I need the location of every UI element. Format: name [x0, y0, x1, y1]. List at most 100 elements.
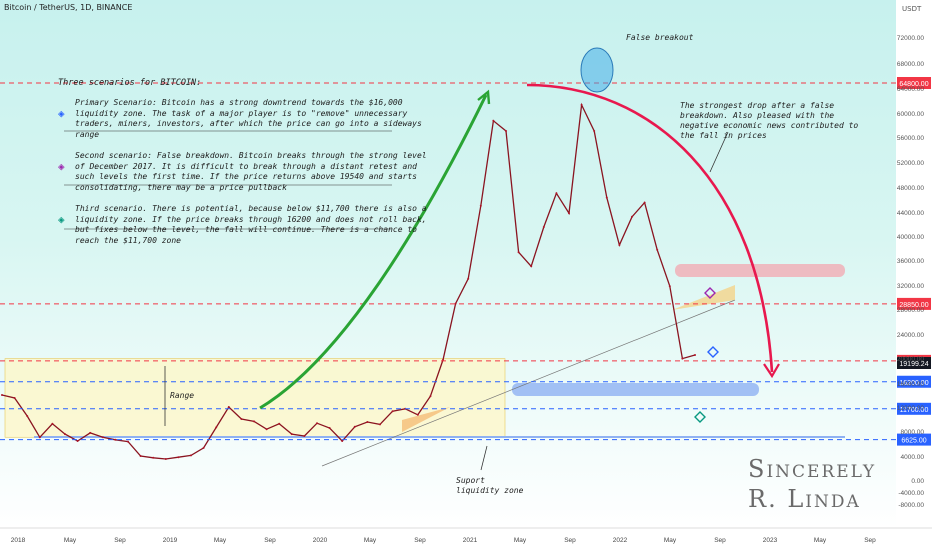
drop-note-pointer	[709, 131, 729, 173]
price-point	[379, 423, 381, 426]
price-series-line	[1, 102, 696, 460]
price-point	[454, 302, 457, 305]
price-point	[555, 192, 558, 195]
x-tick-label: May	[814, 537, 827, 544]
price-point	[1, 394, 3, 396]
y-tick-label: -4000.00	[898, 490, 924, 497]
price-point	[492, 119, 495, 122]
price-point	[227, 406, 230, 408]
x-tick-label: 2022	[613, 537, 628, 544]
y-tick-label: -8000.00	[898, 502, 924, 509]
y-tick-label: 20000.00	[897, 356, 924, 363]
range-note: Range	[170, 391, 195, 400]
price-point	[303, 435, 306, 437]
y-tick-label: 72000.00	[897, 35, 924, 42]
scenario-second: ◈ Second scenario: False breakdown. Bitc…	[58, 151, 438, 193]
x-tick-label: 2019	[163, 537, 178, 544]
price-point	[605, 196, 608, 199]
rising-trendline	[321, 299, 736, 467]
x-tick-label: 2018	[11, 537, 26, 544]
drop-arrow	[526, 83, 774, 373]
price-point	[89, 431, 92, 434]
false-breakout-circle	[580, 47, 614, 93]
price-point	[479, 204, 482, 207]
level-price-label: 64800.00	[899, 81, 928, 88]
y-tick-label: 48000.00	[897, 185, 924, 192]
uptrend-arrow-head	[477, 89, 491, 105]
price-point	[265, 428, 268, 431]
price-point	[631, 215, 633, 218]
price-point	[517, 251, 520, 254]
level-price-label: 16200.00	[899, 380, 928, 387]
x-tick-label: 2020	[313, 537, 328, 544]
price-point	[530, 265, 533, 268]
price-point	[542, 226, 545, 228]
y-tick-label: 36000.00	[897, 258, 924, 265]
price-point	[568, 212, 570, 215]
price-point	[593, 130, 596, 132]
price-point	[341, 440, 344, 442]
price-point	[240, 418, 243, 420]
chart-symbol-title: Bitcoin / TetherUS, 1D, BINANCE	[4, 3, 133, 12]
price-point	[618, 244, 621, 246]
x-tick-label: Sep	[864, 537, 876, 544]
level-price-badge	[897, 375, 931, 388]
price-point	[316, 422, 318, 425]
diamond-marker-icon: ◈	[58, 107, 65, 120]
y-tick-label: 12000.00	[897, 405, 924, 412]
level-price-badge	[897, 402, 931, 415]
scenario-text: Primary Scenario: Bitcoin has a strong d…	[75, 98, 422, 139]
price-point	[290, 433, 293, 436]
support-zone-note: Suport liquidity zone	[456, 476, 524, 495]
price-point	[366, 421, 369, 423]
level-price-badge	[897, 77, 931, 89]
price-point	[64, 433, 66, 436]
price-currency: USDT	[902, 5, 922, 13]
price-point	[38, 436, 41, 439]
price-point	[114, 438, 117, 441]
price-point	[164, 458, 167, 460]
price-point	[328, 427, 331, 429]
x-tick-label: May	[364, 537, 377, 544]
scenario-text: Second scenario: False breakdown. Bitcoi…	[75, 151, 427, 192]
level-price-badge	[897, 357, 931, 370]
price-point	[656, 248, 659, 251]
y-tick-label: 56000.00	[897, 135, 924, 142]
y-tick-label: 64000.00	[897, 86, 924, 93]
price-point	[152, 456, 155, 459]
scenarios-panel: Three scenarios for BITCOIN: ◈ Primary S…	[58, 78, 438, 257]
x-tick-label: May	[514, 537, 527, 544]
scenarios-title: Three scenarios for BITCOIN:	[58, 78, 202, 88]
price-point	[391, 410, 394, 413]
x-tick-label: May	[64, 537, 77, 544]
level-price-label: 6625.00	[901, 438, 926, 445]
x-tick-label: 2021	[463, 537, 478, 544]
price-point	[253, 420, 255, 423]
scenario-diamond-marker	[694, 411, 706, 423]
price-point	[76, 440, 79, 442]
y-tick-label: 24000.00	[897, 332, 924, 339]
price-point	[190, 454, 192, 457]
y-tick-label: 0.00	[911, 478, 924, 485]
upper-triangle	[672, 285, 735, 310]
uptrend-arrow	[259, 94, 488, 410]
x-tick-label: Sep	[564, 537, 576, 544]
y-tick-label: 8000.00	[901, 429, 925, 436]
strongest-drop-note: The strongest drop after a false breakdo…	[680, 101, 859, 140]
price-point	[643, 201, 646, 204]
price-point	[26, 415, 29, 417]
ascending-triangle	[402, 407, 450, 432]
author-signature: Sincerely R. Linda	[748, 455, 877, 513]
price-point	[429, 395, 432, 398]
level-price-badge	[897, 297, 931, 310]
level-price-label: 19199.24	[899, 361, 928, 368]
support-note-pointer	[480, 445, 488, 471]
y-tick-label: 44000.00	[897, 210, 924, 217]
lower-liquidity-zone	[512, 383, 759, 396]
y-tick-label: 32000.00	[897, 283, 924, 290]
upper-liquidity-zone	[675, 264, 845, 277]
x-tick-label: Sep	[264, 537, 276, 544]
price-point	[177, 456, 180, 459]
